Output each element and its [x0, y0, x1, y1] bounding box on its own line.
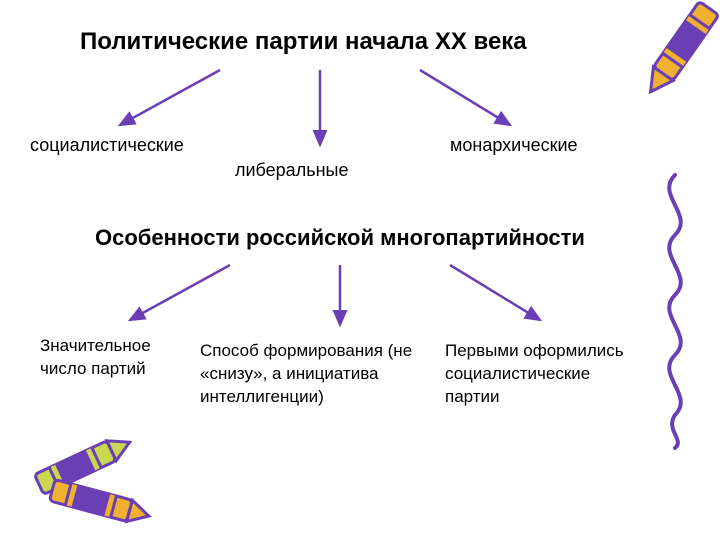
- arrow: [420, 70, 510, 125]
- arrow: [450, 265, 540, 320]
- label-line: число партий: [40, 358, 151, 381]
- label-line: Первыми оформились: [445, 340, 624, 363]
- label-formation: Способ формирования (не «снизу», а иници…: [200, 340, 412, 409]
- squiggle-icon: [645, 170, 705, 450]
- label-line: партии: [445, 386, 624, 409]
- label-socialist: социалистические: [30, 135, 184, 156]
- label-line: интеллигенции): [200, 386, 412, 409]
- crayon-icon: [620, 0, 720, 120]
- label-line: Способ формирования (не: [200, 340, 412, 363]
- label-first-socialist: Первыми оформились социалистические парт…: [445, 340, 624, 409]
- label-line: социалистические: [445, 363, 624, 386]
- title-features: Особенности российской многопартийности: [95, 225, 585, 251]
- arrow: [120, 70, 220, 125]
- title-parties: Политические партии начала XX века: [80, 28, 527, 56]
- arrow: [130, 265, 230, 320]
- crayon-icon: [10, 420, 180, 540]
- label-liberal: либеральные: [235, 160, 348, 181]
- label-monarchist: монархические: [450, 135, 578, 156]
- label-line: «снизу», а инициатива: [200, 363, 412, 386]
- label-line: Значительное: [40, 335, 151, 358]
- label-many-parties: Значительное число партий: [40, 335, 151, 381]
